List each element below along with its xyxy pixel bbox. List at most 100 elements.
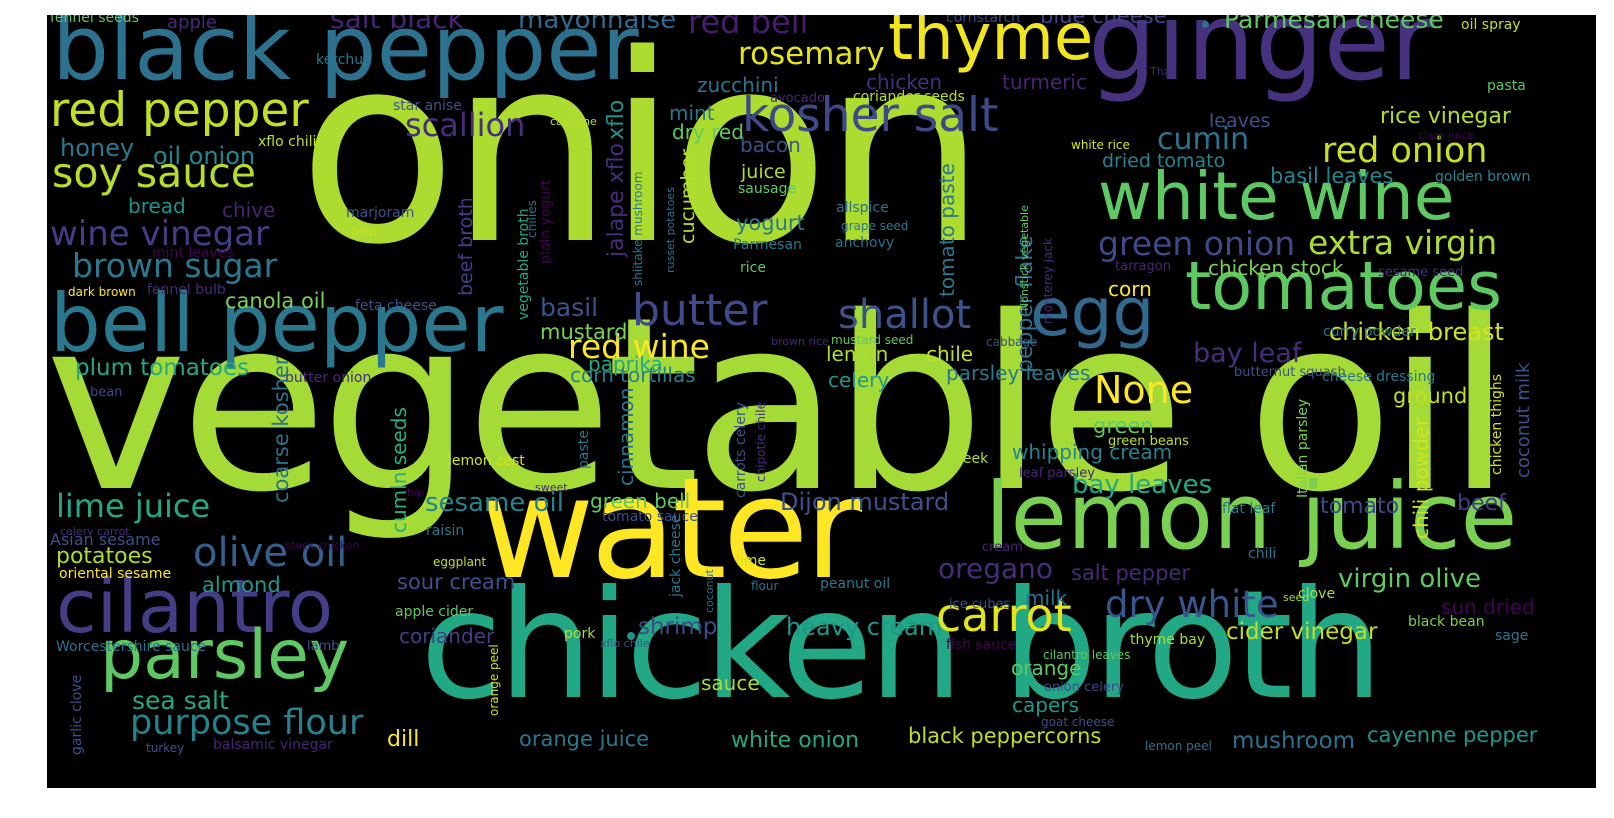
word-bread: bread [128,194,186,219]
word-leaves: leaves [1209,109,1271,132]
word-russet-potatoes: russet potatoes [664,187,677,273]
word-sour-cream: sour cream [397,570,516,595]
word-oil-spray: oil spray [1461,17,1521,34]
word-cumin-seeds: cumin seeds [387,407,411,533]
dot-mark [627,632,635,640]
word-beef-broth: beef broth [455,197,477,296]
word-soy-sauce: soy sauce [52,148,256,197]
word-brown-sugar: brown sugar [72,246,278,286]
word-paste: paste [576,430,592,469]
word-parmesan: Parmesan [733,237,802,254]
word-capers: capers [1012,693,1079,718]
word-lime: lime [736,553,767,570]
word-lemon: lemon [826,342,889,367]
word-orange-peel: orange peel [487,644,501,716]
word-asian-sesame: Asian sesame [50,530,161,550]
word-salt-black: salt black [330,15,464,35]
word-white-onion: white onion [731,728,860,754]
word-cilantro: cilantro [56,563,334,650]
word-mint-leaves: mint leaves [152,245,234,262]
word-leek: leek [959,451,989,468]
word-chicken-breast: chicken breast [1329,317,1504,346]
word-yogurt: yogurt [736,211,805,236]
word-rosemary: rosemary [738,36,885,73]
word-cucumber: cucumber [677,148,699,244]
word-plain-yogurt: plain yogurt [538,179,554,264]
word-sausage: sausage [738,181,797,198]
word-chicken-thighs: chicken thighs [1489,373,1505,475]
word-salt-pepper: salt pepper [1071,561,1191,586]
word-bell-pepper: bell pepper [50,276,504,370]
word-mustard: mustard [540,320,628,345]
word-cheese-dressing: cheese dressing [1322,369,1436,386]
word-nonstick-vegetable: Nonstick vegetable [1018,205,1031,311]
word-sage: sage [1495,628,1529,645]
word-cloud-canvas: onion vegetable oil chicken broth water ging… [47,15,1596,788]
word-scallion: scallion [405,106,526,145]
word-cayenne-pepper: cayenne pepper [1367,723,1538,748]
word-butter: butter [632,285,768,337]
word-sauce: sauce [701,671,760,696]
word-fennel-bulb: fennel bulb [147,282,226,299]
word-cream: cream [982,539,1023,555]
word-lemon-peel: lemon peel [1145,738,1212,753]
word-sun-dried: sun dried [1441,595,1535,620]
word-jalape-xflo: jalape xflo [604,142,629,257]
word-sesame-seed: sesame seed [1378,264,1464,280]
word-sea-salt: sea salt [132,685,229,715]
word-green-onion: green onion [1098,224,1296,264]
word-clam-juice: clam juice [1418,129,1474,143]
word-peanut-oil: peanut oil [820,576,891,593]
word-plum-tomatoes: plum tomatoes [75,354,250,381]
word-tomato-paste: tomato paste [935,163,959,297]
word-chicken-stock: chicken stock [1208,256,1344,281]
word-apple-cider: apple cider [395,604,474,621]
word-cilantro-leaves: cilantro leaves [1043,647,1131,662]
word-tomato: tomato [1320,494,1400,520]
word-water: water [480,447,862,611]
word-green-bell: green bell [590,489,691,514]
word-bay-leaves: bay leaves [1072,470,1213,501]
word-purpose-flour: purpose flour [130,702,364,743]
word-leaf-parsley: leaf parsley [1019,465,1095,481]
word-golden-brown: golden brown [1435,169,1531,186]
word-green: green [1093,414,1154,439]
word-none: None [1094,368,1194,413]
word-lemon-juice: lemon juice [985,463,1518,571]
word-fennel-seeds: fennel seeds [50,15,139,27]
word-black-pepper: black pepper [52,15,639,101]
word-juice: juice [741,160,786,183]
word-virgin-olive: virgin olive [1338,564,1482,595]
word-bacon: bacon [740,133,801,158]
word-lime-juice: lime juice [56,487,211,526]
word-red-bell: red bell [688,15,809,42]
word-celery-carrot: celery carrot [60,525,130,539]
word-mustard-seed: mustard seed [831,332,914,347]
word-anchovy: anchovy [835,235,895,252]
word-rice: rice [740,260,766,277]
word-bean: bean [90,384,123,400]
word-thai: Thai [1150,65,1174,79]
word-mushroom: mushroom [1232,727,1356,754]
word-oriental-sesame: oriental sesame [59,566,172,583]
word-star-anise: star anise [393,98,462,115]
word-vegetable-oil: vegetable oil [47,264,1513,545]
word-sesame-oil: sesame oil [425,488,564,519]
word-coconut: coconut [703,569,716,613]
word-tomatoes: tomatoes [1185,246,1502,325]
word-red-pepper: red pepper [50,82,309,138]
word-ground: ground [1393,384,1468,409]
word-whipping-cream: whipping cream [1012,440,1173,465]
word-xflo: xflo [604,99,629,140]
word-chicken: chicken [866,70,943,95]
word-turkey: turkey [146,740,185,755]
word-white-rice: white rice [1071,137,1130,152]
word-fish-sauce: fish sauce [946,637,1017,654]
word-corn-tortillas: corn tortillas [570,363,696,388]
word-flour: flour [751,578,779,593]
word-coriander: coriander [399,624,495,649]
word-shiitake-mushroom: shiitake mushroom [631,171,645,287]
word-red-wine: red wine [568,327,710,367]
word-parmesan-cheese: Parmesan cheese [1224,15,1444,34]
word-eggplant: eggplant [433,554,487,569]
